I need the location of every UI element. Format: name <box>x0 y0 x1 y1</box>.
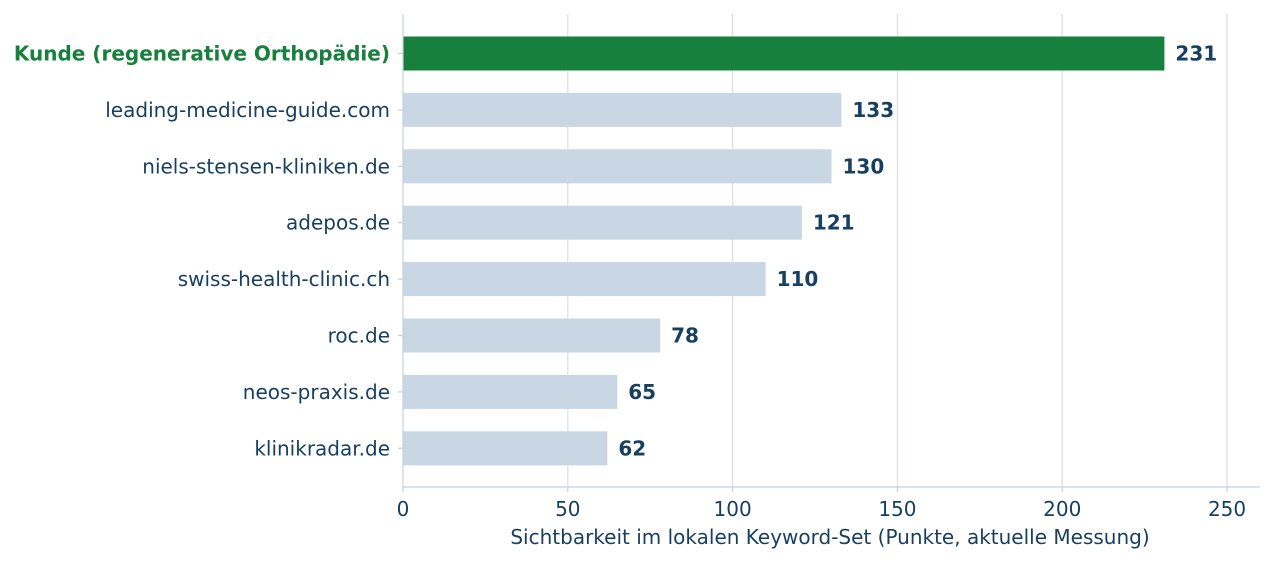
bar-1 <box>403 92 842 127</box>
bar-6 <box>403 374 618 409</box>
category-label: roc.de <box>328 324 390 348</box>
category-label: swiss-health-clinic.ch <box>178 267 390 291</box>
x-axis-title: Sichtbarkeit im lokalen Keyword-Set (Pun… <box>510 525 1149 549</box>
labels: 0 50 100 150 200 250 Kunde (regenerative Ortho… <box>14 42 1246 522</box>
value-label: 121 <box>813 211 855 235</box>
bar-2 <box>403 149 832 184</box>
category-label: klinikradar.de <box>254 436 390 460</box>
value-label: 231 <box>1175 42 1217 66</box>
value-label: 110 <box>777 267 819 291</box>
bar-0 <box>403 36 1165 71</box>
category-label: leading-medicine-guide.com <box>105 98 390 122</box>
category-label: Kunde (regenerative Orthopädie) <box>14 42 390 66</box>
value-label: 133 <box>852 98 894 122</box>
bar-4 <box>403 262 766 297</box>
x-tick-label: 200 <box>1043 497 1081 521</box>
value-label: 65 <box>628 380 656 404</box>
grid-lines <box>567 14 1228 487</box>
x-tick-label: 0 <box>397 497 410 521</box>
category-label: adepos.de <box>286 211 390 235</box>
value-label: 78 <box>671 324 699 348</box>
value-label: 62 <box>618 436 646 460</box>
bar-3 <box>403 205 802 240</box>
bar-5 <box>403 318 661 353</box>
category-label: niels-stensen-kliniken.de <box>142 154 390 178</box>
value-label: 130 <box>843 154 885 178</box>
bars <box>403 36 1165 466</box>
axes <box>398 14 1260 492</box>
category-label: neos-praxis.de <box>243 380 390 404</box>
x-tick-label: 100 <box>714 497 752 521</box>
x-tick-label: 150 <box>878 497 916 521</box>
x-tick-label: 50 <box>555 497 580 521</box>
x-tick-label: 250 <box>1208 497 1246 521</box>
bar-7 <box>403 431 608 466</box>
